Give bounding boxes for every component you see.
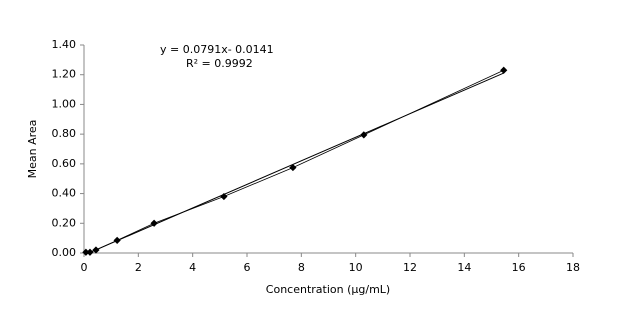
x-tick-label: 2: [135, 261, 142, 274]
x-tick-label: 4: [189, 261, 196, 274]
trendline: [85, 72, 504, 255]
y-tick-label: 0.00: [52, 246, 77, 259]
data-point: [500, 66, 508, 74]
x-tick-label: 0: [81, 261, 88, 274]
y-tick-label: 0.60: [52, 157, 77, 170]
y-axis-title: Mean Area: [26, 120, 39, 179]
x-tick-label: 10: [349, 261, 363, 274]
y-tick-label: 1.00: [52, 97, 77, 110]
y-tick-label: 0.80: [52, 127, 77, 140]
x-axis-title: Concentration (µg/mL): [266, 283, 390, 296]
data-point: [92, 246, 100, 254]
data-point: [289, 163, 297, 172]
x-tick-label: 14: [457, 261, 471, 274]
y-tick-label: 1.40: [52, 38, 77, 51]
x-tick-label: 12: [403, 261, 417, 274]
data-point: [360, 131, 368, 139]
data-point: [150, 219, 158, 227]
data-point: [82, 248, 90, 256]
y-tick-label: 0.40: [52, 187, 77, 200]
data-point: [220, 192, 228, 201]
r-squared: R² = 0.9992: [186, 57, 253, 70]
y-tick-label: 1.20: [52, 68, 77, 81]
x-tick-label: 16: [512, 261, 526, 274]
y-tick-label: 0.20: [52, 216, 77, 229]
data-point: [113, 236, 121, 244]
x-tick-label: 8: [298, 261, 305, 274]
equation: y = 0.0791x- 0.0141: [160, 43, 274, 56]
x-tick-label: 6: [244, 261, 251, 274]
x-tick-label: 18: [566, 261, 580, 274]
data-point: [86, 248, 94, 256]
series-line: [85, 69, 504, 253]
